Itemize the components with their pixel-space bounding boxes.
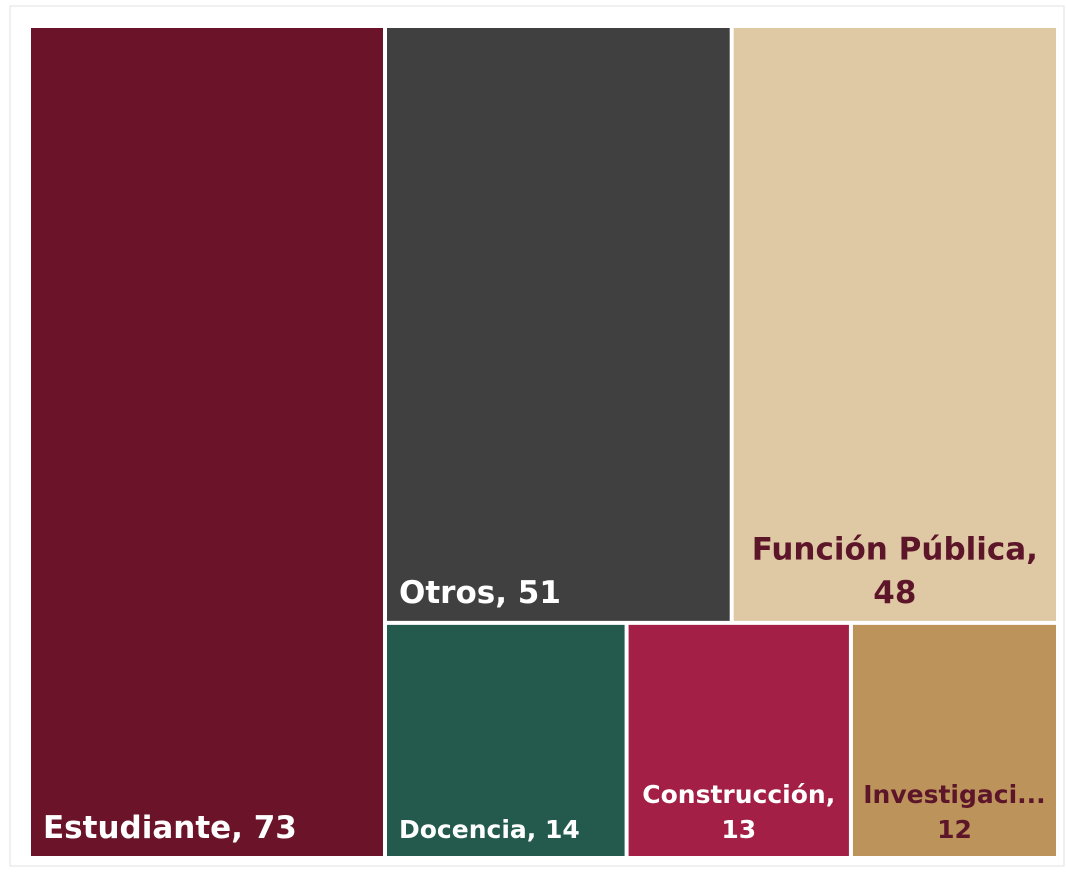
tile (733, 28, 1056, 621)
tile-label: Construcción, (642, 780, 835, 809)
tile-label: Investigaci... (863, 780, 1045, 809)
tile (387, 28, 730, 621)
tile-label: 48 (873, 575, 916, 611)
tile (628, 624, 849, 856)
tile (387, 624, 625, 856)
tile-label: Otros, 51 (399, 575, 561, 611)
tile-label: 12 (937, 815, 972, 844)
tile (852, 624, 1056, 856)
tile-label: Estudiante, 73 (43, 810, 297, 846)
tile-label: Docencia, 14 (399, 815, 580, 844)
tile (31, 28, 384, 856)
tile-label: Función Pública, (752, 531, 1038, 567)
tile-label: 13 (721, 815, 756, 844)
